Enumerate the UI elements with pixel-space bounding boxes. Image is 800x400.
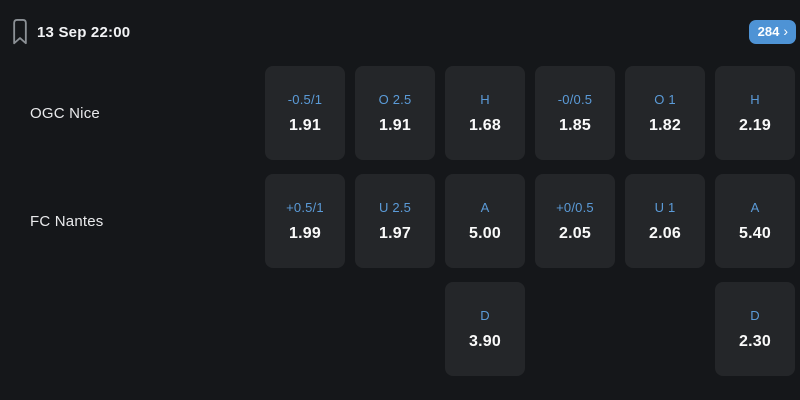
odds-cell-draw2[interactable]: D 2.30 [715, 282, 795, 376]
odds-value: 2.30 [739, 332, 771, 350]
odds-cell-under2[interactable]: U 1 2.06 [625, 174, 705, 268]
odds-value: 2.19 [739, 116, 771, 134]
odds-value: 5.40 [739, 224, 771, 242]
odds-value: 3.90 [469, 332, 501, 350]
odds-cell-handicap2-home[interactable]: -0/0.5 1.85 [535, 66, 615, 160]
markets-count: 284 [757, 24, 780, 39]
odds-label: D [480, 307, 490, 323]
odds-cell-over[interactable]: O 2.5 1.91 [355, 66, 435, 160]
kickoff-datetime: 13 Sep 22:00 [37, 23, 131, 41]
bookmark-icon[interactable] [10, 17, 30, 47]
odds-cell-handicap2-away[interactable]: +0/0.5 2.05 [535, 174, 615, 268]
odds-value: 1.85 [559, 116, 591, 134]
team-name-away: FC Nantes [30, 212, 104, 230]
odds-label: O 1 [654, 91, 676, 107]
odds-label: U 1 [654, 199, 676, 215]
odds-cell-home-win2[interactable]: H 2.19 [715, 66, 795, 160]
odds-label: H [480, 91, 490, 107]
odds-cell-draw[interactable]: D 3.90 [445, 282, 525, 376]
odds-label: U 2.5 [378, 199, 412, 215]
odds-cell-over2[interactable]: O 1 1.82 [625, 66, 705, 160]
odds-value: 1.91 [379, 116, 411, 134]
odds-label: H [750, 91, 760, 107]
odds-label: +0.5/1 [286, 199, 324, 215]
chevron-right-icon: › [783, 22, 788, 39]
odds-value: 2.05 [559, 224, 591, 242]
odds-value: 1.68 [469, 116, 501, 134]
odds-value: 1.91 [289, 116, 321, 134]
odds-label: +0/0.5 [556, 199, 594, 215]
odds-cell-under[interactable]: U 2.5 1.97 [355, 174, 435, 268]
match-header: 13 Sep 22:00 284 › [0, 0, 800, 64]
odds-value: 5.00 [469, 224, 501, 242]
odds-cell-handicap-away[interactable]: +0.5/1 1.99 [265, 174, 345, 268]
team-name-home: OGC Nice [30, 104, 100, 122]
odds-cell-away-win2[interactable]: A 5.40 [715, 174, 795, 268]
odds-cell-away-win[interactable]: A 5.00 [445, 174, 525, 268]
odds-value: 2.06 [649, 224, 681, 242]
odds-label: A [480, 199, 490, 215]
odds-label: -0.5/1 [287, 91, 323, 107]
more-markets-button[interactable]: 284 › [748, 20, 796, 44]
odds-value: 1.82 [649, 116, 681, 134]
odds-cell-handicap-home[interactable]: -0.5/1 1.91 [265, 66, 345, 160]
odds-value: 1.97 [379, 224, 411, 242]
odds-value: 1.99 [289, 224, 321, 242]
odds-cell-home-win[interactable]: H 1.68 [445, 66, 525, 160]
odds-label: A [750, 199, 760, 215]
odds-label: -0/0.5 [557, 91, 593, 107]
odds-grid: OGC Nice -0.5/1 1.91 O 2.5 1.91 H 1.68 -… [0, 64, 800, 376]
odds-label: D [750, 307, 760, 323]
odds-label: O 2.5 [378, 91, 412, 107]
